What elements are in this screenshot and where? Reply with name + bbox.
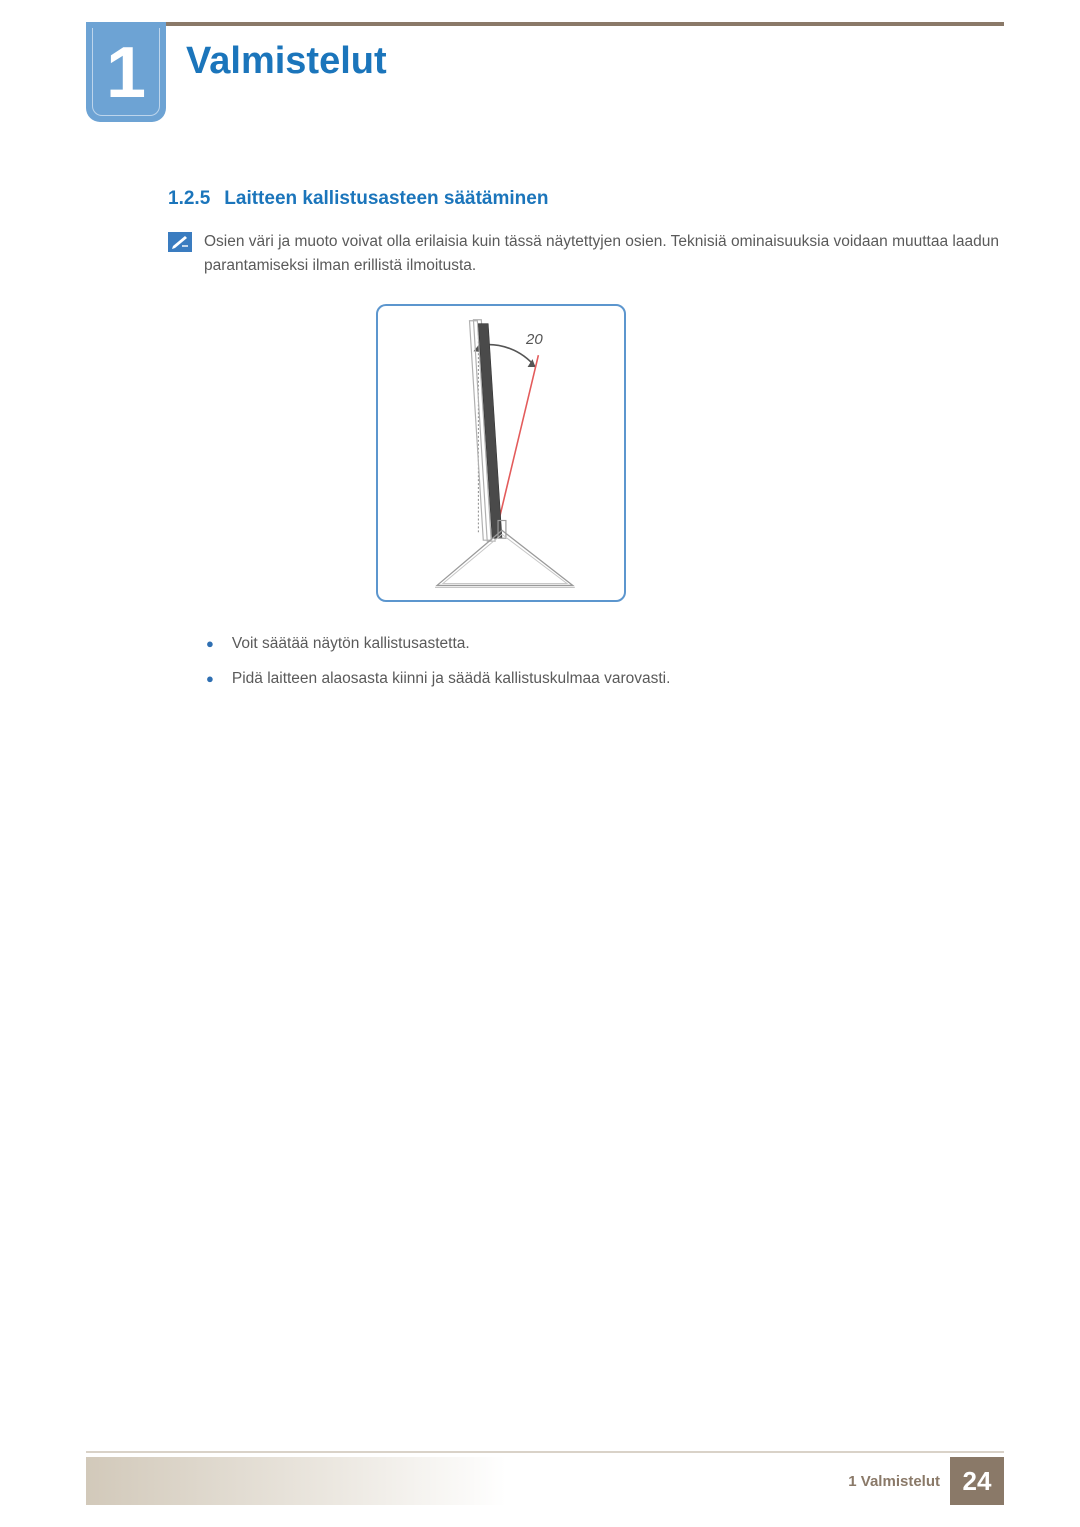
- bullet-dot-icon: ●: [206, 667, 214, 692]
- chapter-tab: 1: [86, 22, 166, 122]
- list-item: ● Pidä laitteen alaosasta kiinni ja sääd…: [206, 667, 1002, 692]
- page-number-box: 24: [950, 1457, 1004, 1505]
- tilt-angle-label: 20: [526, 331, 543, 348]
- document-page: 1 Valmistelut 1.2.5 Laitteen kallistusast…: [0, 0, 1080, 1527]
- tilt-figure: 20: [376, 304, 626, 602]
- footer-gradient: [86, 1457, 506, 1505]
- header-divider: [86, 22, 1004, 26]
- note-text: Osien väri ja muoto voivat olla erilaisi…: [204, 230, 1002, 278]
- figure-container: 20: [0, 304, 1002, 602]
- page-number: 24: [963, 1466, 992, 1497]
- section-heading: 1.2.5 Laitteen kallistusasteen säätäminen: [168, 188, 548, 210]
- note-block: Osien väri ja muoto voivat olla erilaisi…: [168, 230, 1002, 278]
- footer-divider: [86, 1451, 1004, 1453]
- section-title: Laitteen kallistusasteen säätäminen: [224, 188, 548, 209]
- list-item-text: Pidä laitteen alaosasta kiinni ja säädä …: [232, 667, 671, 692]
- bullet-dot-icon: ●: [206, 632, 214, 657]
- chapter-number: 1: [86, 22, 166, 124]
- footer-chapter-label: 1 Valmistelut: [848, 1457, 940, 1505]
- pencil-note-icon: [168, 232, 192, 252]
- bullet-list: ● Voit säätää näytön kallistusastetta. ●…: [206, 632, 1002, 701]
- list-item: ● Voit säätää näytön kallistusastetta.: [206, 632, 1002, 657]
- list-item-text: Voit säätää näytön kallistusastetta.: [232, 632, 470, 657]
- section-number: 1.2.5: [168, 188, 210, 209]
- chapter-title: Valmistelut: [186, 40, 387, 83]
